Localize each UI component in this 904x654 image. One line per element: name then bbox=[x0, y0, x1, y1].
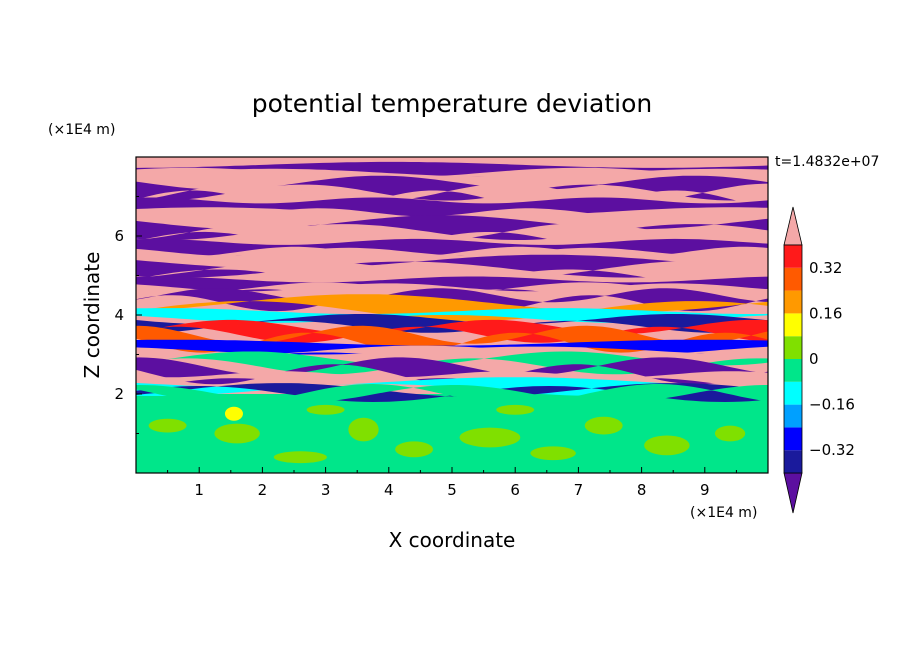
colorbar-segment bbox=[784, 381, 802, 405]
x-tick-label: 6 bbox=[510, 481, 520, 499]
x-tick-label: 8 bbox=[637, 481, 647, 499]
colorbar-label: 0 bbox=[809, 350, 819, 368]
contour-band bbox=[136, 260, 768, 290]
y-axis: 2 4 6 bbox=[114, 196, 142, 434]
colorbar-segment bbox=[784, 313, 802, 337]
contour-band bbox=[136, 161, 768, 177]
lower-blob bbox=[395, 441, 434, 458]
colorbar-segment bbox=[784, 450, 802, 473]
lower-blob bbox=[148, 418, 187, 433]
contour-band bbox=[136, 384, 768, 404]
contour-band bbox=[136, 371, 768, 387]
colorbar-label: 0.16 bbox=[809, 304, 842, 322]
lower-blob bbox=[530, 446, 576, 461]
contour-band bbox=[136, 357, 768, 385]
x-tick-label: 7 bbox=[574, 481, 584, 499]
contour-band bbox=[136, 345, 768, 365]
colorbar-label: −0.32 bbox=[809, 441, 855, 459]
x-unit-label: (×1E4 m) bbox=[690, 505, 757, 521]
chart-title: potential temperature deviation bbox=[252, 89, 652, 118]
colorbar-segment bbox=[784, 290, 802, 314]
lower-blob bbox=[459, 427, 521, 448]
x-tick-label: 3 bbox=[321, 481, 331, 499]
lower-blob bbox=[714, 425, 746, 442]
contour-band bbox=[136, 383, 768, 402]
x-axis: 1 2 3 4 5 6 7 8 9 bbox=[167, 467, 737, 499]
colorbar-label: 0.32 bbox=[809, 259, 842, 277]
y-unit-label: (×1E4 m) bbox=[48, 122, 115, 138]
contour-bands bbox=[136, 157, 768, 404]
contour-band bbox=[136, 215, 768, 240]
x-axis-label: X coordinate bbox=[389, 528, 516, 552]
colorbar: 0.32 0.16 0 −0.16 −0.32 bbox=[783, 206, 855, 514]
contour-band bbox=[136, 246, 768, 268]
colorbar-bottom-arrow bbox=[783, 472, 803, 514]
lower-blob bbox=[584, 416, 623, 435]
lower-blob bbox=[273, 451, 327, 464]
colorbar-segment bbox=[784, 359, 802, 382]
plot-area bbox=[136, 157, 768, 473]
y-axis-label: Z coordinate bbox=[80, 252, 104, 379]
colorbar-label: −0.16 bbox=[809, 396, 855, 414]
colorbar-segment bbox=[784, 245, 802, 268]
x-tick-label: 1 bbox=[194, 481, 204, 499]
contour-band bbox=[136, 238, 768, 256]
contour-band bbox=[136, 175, 768, 201]
contour-band bbox=[136, 294, 768, 321]
lower-blob bbox=[348, 417, 379, 442]
colorbar-top-arrow bbox=[783, 206, 803, 246]
colorbar-segment bbox=[784, 267, 802, 291]
y-tick-label: 2 bbox=[114, 385, 124, 403]
colorbar-segment bbox=[784, 427, 802, 451]
x-tick-label: 4 bbox=[384, 481, 394, 499]
contour-band bbox=[136, 197, 768, 217]
x-tick-label: 5 bbox=[447, 481, 457, 499]
contour-band bbox=[136, 351, 768, 375]
time-label: t=1.4832e+07 bbox=[775, 154, 879, 170]
x-tick-label: 2 bbox=[258, 481, 268, 499]
y-tick-label: 6 bbox=[114, 227, 124, 245]
x-tick-label: 9 bbox=[700, 481, 710, 499]
lower-blob bbox=[306, 404, 345, 415]
lower-blob bbox=[644, 435, 690, 456]
y-tick-label: 4 bbox=[114, 306, 124, 324]
lower-layer-blobs bbox=[148, 404, 746, 464]
lower-blob bbox=[224, 406, 243, 421]
colorbar-segment bbox=[784, 404, 802, 428]
lower-blob bbox=[496, 404, 535, 415]
lower-blob bbox=[214, 423, 260, 444]
colorbar-segment bbox=[784, 336, 802, 359]
colorbar-frame bbox=[783, 244, 803, 474]
